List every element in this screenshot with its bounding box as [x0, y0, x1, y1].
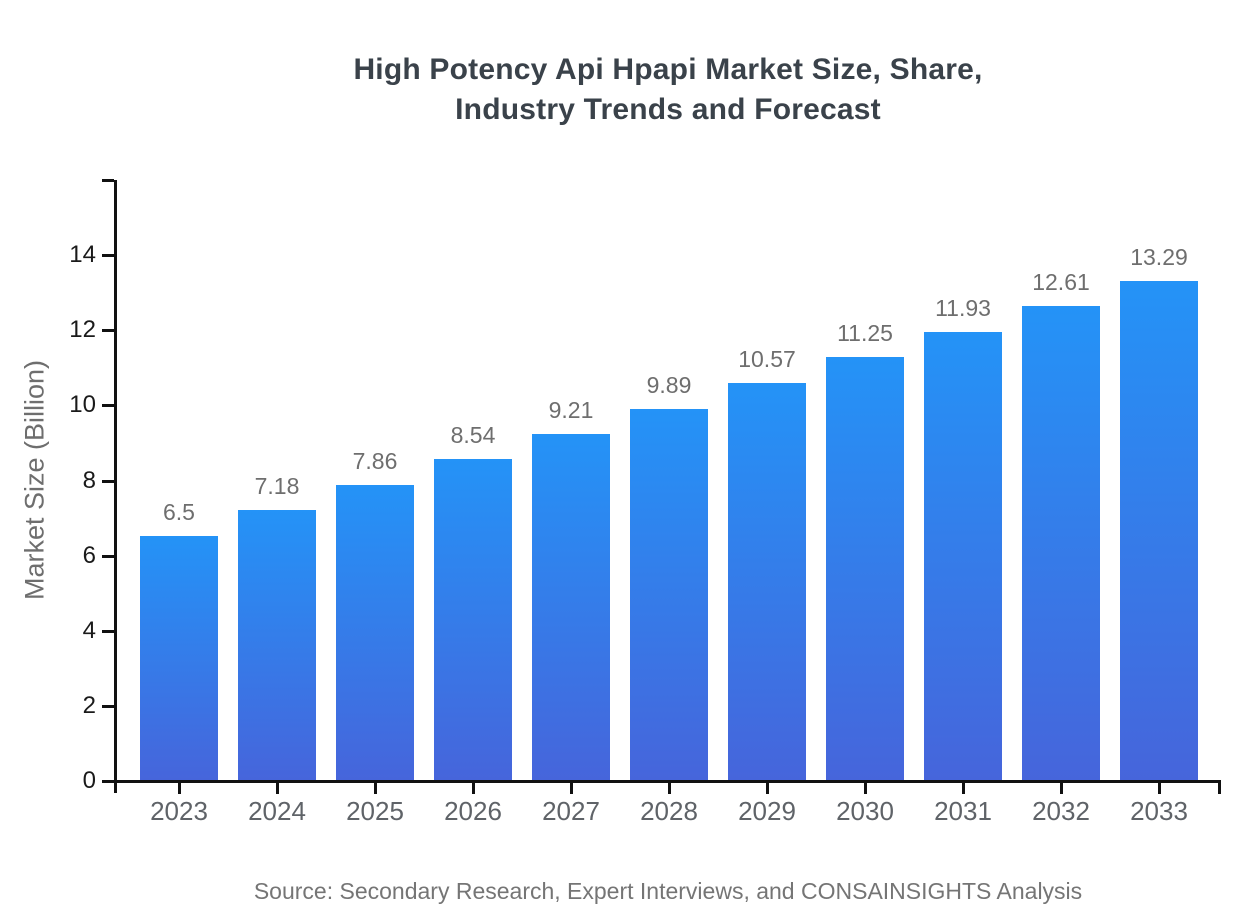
bar-2028 [630, 408, 708, 780]
x-axis-tick-label: 2033 [1130, 796, 1188, 826]
y-axis-tick [102, 479, 114, 483]
bar-value-label: 6.5 [163, 498, 195, 525]
bar-value-label: 9.21 [548, 397, 594, 424]
y-axis-tick-label: 4 [82, 616, 96, 644]
x-axis-line [114, 780, 1221, 783]
x-axis-tick [1059, 782, 1063, 794]
chart-title-line-1: High Potency Api Hpapi Market Size, Shar… [353, 53, 983, 86]
bar-2023 [140, 535, 218, 780]
bar-2024 [238, 510, 316, 780]
x-axis-tick-label: 2030 [836, 796, 894, 826]
bar-value-label: 7.86 [352, 447, 398, 474]
bar-value-label: 11.25 [837, 320, 893, 347]
y-axis-tick [102, 554, 114, 558]
bar-value-label: 10.57 [738, 345, 796, 372]
bar-2025 [336, 484, 414, 780]
x-axis-tick [569, 782, 573, 794]
y-axis-tick [102, 329, 114, 333]
x-axis-tick-label: 2029 [738, 796, 796, 826]
x-axis-tick [765, 782, 769, 794]
y-axis-tick [102, 179, 114, 182]
bar-2033 [1120, 280, 1198, 780]
y-axis-tick [102, 780, 114, 783]
bar-2030 [826, 357, 904, 780]
source-note: Source: Secondary Research, Expert Inter… [253, 878, 1083, 904]
x-axis-tick [177, 782, 181, 794]
y-axis-tick [102, 629, 114, 633]
y-axis-line [114, 180, 117, 793]
y-axis-tick [102, 254, 114, 258]
y-axis-tick-label: 6 [82, 541, 96, 569]
x-axis-tick [373, 782, 377, 794]
plot-area: 0 2 4 6 8 10 12 14 6.5 2023 7.18 2024 7.86 2025 8.54 20… [69, 179, 1221, 826]
bar-value-label: 11.93 [935, 294, 991, 321]
x-axis-end-cap-tick [1218, 782, 1221, 794]
x-axis-tick-label: 2028 [640, 796, 698, 826]
x-axis-tick [471, 782, 475, 794]
x-axis-tick [667, 782, 671, 794]
y-axis-tick-label: 0 [82, 767, 96, 794]
y-axis-tick [102, 704, 114, 708]
bar-2026 [434, 459, 512, 780]
bar-2031 [924, 331, 1002, 780]
y-axis-tick-label: 8 [82, 466, 96, 494]
y-axis-tick-label: 14 [69, 241, 96, 269]
chart-title: High Potency Api Hpapi Market Size, Shar… [115, 50, 1221, 130]
x-axis-tick [275, 782, 279, 794]
x-axis-tick-label: 2032 [1032, 796, 1090, 826]
x-axis-tick-label: 2027 [542, 796, 600, 826]
y-axis-tick-label: 2 [82, 691, 96, 719]
bar-value-label: 12.61 [1032, 269, 1090, 296]
x-axis-tick-label: 2031 [934, 796, 992, 826]
x-axis-tick [961, 782, 965, 794]
y-axis-tick [102, 404, 114, 408]
x-axis-tick [863, 782, 867, 794]
bar-value-label: 13.29 [1130, 243, 1188, 270]
bar-value-label: 9.89 [646, 371, 692, 398]
x-axis-tick-label: 2026 [444, 796, 502, 826]
y-axis-tick-label: 10 [69, 391, 96, 419]
bar-value-label: 8.54 [450, 422, 496, 449]
bar-2029 [728, 382, 806, 780]
x-axis-tick-label: 2025 [346, 796, 404, 826]
bar-value-label: 7.18 [254, 473, 300, 500]
x-axis-tick-label: 2023 [150, 796, 208, 826]
chart-title-line-2: Industry Trends and Forecast [455, 93, 881, 126]
x-axis-tick [1157, 782, 1161, 794]
bar-2032 [1022, 306, 1100, 780]
y-axis-tick-label: 12 [69, 316, 96, 344]
bar-2027 [532, 434, 610, 780]
x-axis-tick-label: 2024 [248, 796, 306, 826]
